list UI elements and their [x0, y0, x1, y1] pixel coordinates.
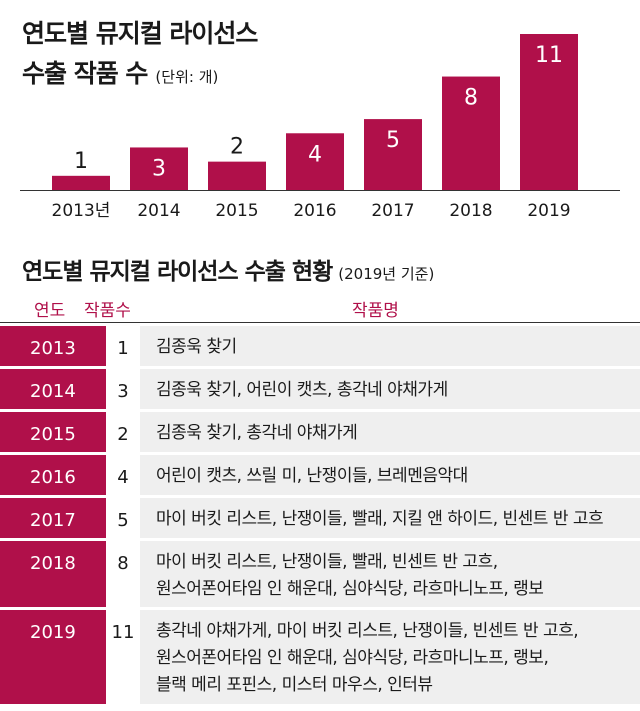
- chart-subtitle: 수출 작품 수 (단위: 개): [22, 54, 218, 90]
- row-year: 2016: [0, 455, 106, 495]
- row-count: 1: [117, 338, 129, 359]
- x-tick-label-5: 2018: [449, 201, 492, 221]
- chart-title: 연도별 뮤지컬 라이선스: [22, 19, 258, 48]
- row-works-line: 원스어폰어타임 인 해운대, 심야식당, 라흐마니노프, 랭보: [156, 579, 544, 599]
- data-label-1: 3: [152, 156, 166, 181]
- bar-chart: 1 2013년 3 2014 2 2015 4 2016 5 2017 8 2018 11 2019: [20, 34, 620, 221]
- table-title: 연도별 뮤지컬 라이선스 수출 현황 (2019년 기준): [22, 252, 434, 286]
- bar-4: [364, 119, 422, 190]
- bar-2: [208, 161, 266, 190]
- data-label-4: 5: [386, 128, 400, 153]
- table-header: 연도 작품수 작품명: [0, 292, 640, 322]
- header-year: 연도: [34, 301, 66, 321]
- row-year: 2017: [0, 498, 106, 538]
- chart-subtitle-text: 수출 작품 수: [22, 59, 148, 88]
- bar-1: [130, 147, 188, 190]
- row-works: 김종욱 찾기: [140, 326, 640, 366]
- table-row: 2013 1 김종욱 찾기: [0, 326, 640, 366]
- data-label-5: 8: [464, 86, 478, 111]
- row-works-line: 마이 버킷 리스트, 난쟁이들, 빨래, 지킬 앤 하이드, 빈센트 반 고흐: [156, 509, 604, 529]
- row-year: 2014: [0, 369, 106, 409]
- table-row: 2019 11 총각네 야채가게, 마이 버킷 리스트, 난쟁이들, 빈센트 반 고…: [0, 610, 640, 704]
- x-tick-label-2: 2015: [215, 201, 258, 221]
- row-works: 어린이 캣츠, 쓰릴 미, 난쟁이들, 브레멘음악대: [140, 455, 640, 495]
- row-works-line: 마이 버킷 리스트, 난쟁이들, 빨래, 빈센트 반 고흐,: [156, 552, 498, 572]
- table-note: (2019년 기준): [338, 265, 435, 283]
- header-works: 작품명: [352, 301, 399, 321]
- row-count: 4: [117, 467, 129, 488]
- data-label-0: 1: [74, 149, 88, 174]
- row-count: 2: [117, 424, 129, 445]
- row-year: 2015: [0, 412, 106, 452]
- row-count: 3: [117, 381, 129, 402]
- table-title-text: 연도별 뮤지컬 라이선스 수출 현황: [22, 259, 333, 285]
- x-tick-label-1: 2014: [137, 201, 180, 221]
- row-works: 마이 버킷 리스트, 난쟁이들, 빨래, 빈센트 반 고흐, 원스어폰어타임 인 …: [140, 541, 640, 607]
- bar-6: [520, 34, 578, 190]
- row-year: 2019: [0, 610, 106, 704]
- table-row: 2014 3 김종욱 찾기, 어린이 캣츠, 총각네 야채가게: [0, 369, 640, 409]
- row-works-line: 원스어폰어타임 인 해운대, 심야식당, 라흐마니노프, 랭보,: [156, 648, 549, 668]
- data-label-2: 2: [230, 135, 244, 160]
- row-count: 5: [117, 510, 129, 531]
- x-tick-label-0: 2013년: [52, 201, 111, 221]
- header-count: 작품수: [84, 301, 131, 321]
- bar-3: [286, 133, 344, 190]
- row-works-line: 어린이 캣츠, 쓰릴 미, 난쟁이들, 브레멘음악대: [156, 466, 468, 486]
- table-row: 2015 2 김종욱 찾기, 총각네 야채가게: [0, 412, 640, 452]
- data-label-3: 4: [308, 142, 322, 167]
- unit-label: (단위: 개): [155, 68, 219, 86]
- row-count: 11: [111, 622, 135, 643]
- row-year: 2018: [0, 541, 106, 607]
- x-tick-label-4: 2017: [371, 201, 414, 221]
- bar-0: [52, 175, 110, 190]
- table-row: 2016 4 어린이 캣츠, 쓰릴 미, 난쟁이들, 브레멘음악대: [0, 455, 640, 495]
- row-year: 2013: [0, 326, 106, 366]
- row-works: 마이 버킷 리스트, 난쟁이들, 빨래, 지킬 앤 하이드, 빈센트 반 고흐: [140, 498, 640, 538]
- bar-5: [442, 76, 500, 190]
- x-tick-label-6: 2019: [527, 201, 570, 221]
- row-works-line: 김종욱 찾기, 어린이 캣츠, 총각네 야채가게: [156, 380, 448, 400]
- table-row: 2017 5 마이 버킷 리스트, 난쟁이들, 빨래, 지킬 앤 하이드, 빈센트 …: [0, 498, 640, 538]
- table-top-rule: [0, 322, 640, 323]
- row-works-line: 김종욱 찾기: [156, 337, 237, 357]
- row-works: 김종욱 찾기, 총각네 야채가게: [140, 412, 640, 452]
- row-count: 8: [117, 553, 129, 574]
- row-works: 총각네 야채가게, 마이 버킷 리스트, 난쟁이들, 빈센트 반 고흐, 원스어폰…: [140, 610, 640, 704]
- data-label-6: 11: [535, 43, 563, 68]
- row-works: 김종욱 찾기, 어린이 캣츠, 총각네 야채가게: [140, 369, 640, 409]
- x-tick-label-3: 2016: [293, 201, 336, 221]
- table-row: 2018 8 마이 버킷 리스트, 난쟁이들, 빨래, 빈센트 반 고흐, 원스어폰어…: [0, 541, 640, 607]
- row-works-line: 총각네 야채가게, 마이 버킷 리스트, 난쟁이들, 빈센트 반 고흐,: [156, 621, 579, 641]
- row-works-line: 김종욱 찾기, 총각네 야채가게: [156, 423, 358, 443]
- row-works-line: 블랙 메리 포핀스, 미스터 마우스, 인터뷰: [156, 675, 433, 695]
